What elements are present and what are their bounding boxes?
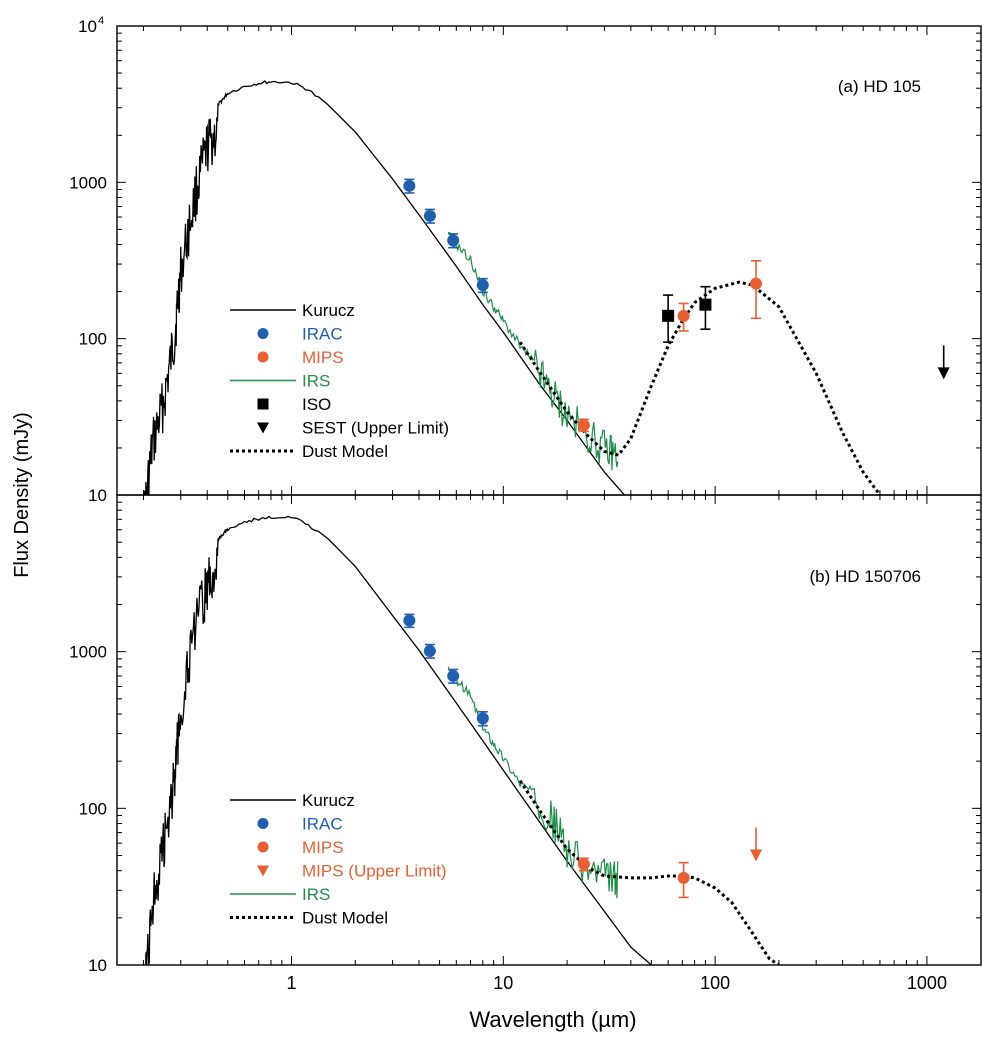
- legend-label: SEST (Upper Limit): [302, 419, 449, 438]
- y-tick-label: 100: [79, 330, 107, 349]
- legend-square-swatch: [257, 398, 269, 410]
- y-axis-label: Flux Density (mJy): [11, 412, 33, 578]
- irac-point: [476, 712, 489, 725]
- irac-point: [476, 279, 489, 292]
- iso-point: [699, 298, 712, 311]
- irac-point: [403, 179, 416, 192]
- panel-frame: [116, 25, 982, 496]
- legend-label: Dust Model: [302, 909, 388, 928]
- legend-item: IRS: [230, 885, 330, 904]
- legend-item: IRS: [230, 372, 330, 391]
- y-tick-label: 10: [88, 486, 107, 505]
- panel-b: 10 100 1000 1 10 100 1000 (b) HD 150706 Kurucz IR…: [69, 494, 982, 993]
- legend-item: Dust Model: [230, 442, 388, 461]
- y-tick-label: 1000: [69, 643, 107, 662]
- y-tick-label: 10: [78, 17, 97, 36]
- irs-spectrum: [447, 231, 619, 471]
- legend-item: MIPS: [257, 348, 344, 367]
- mips-point: [577, 419, 590, 432]
- upper-limit-arrow: [937, 367, 950, 380]
- plot-area: [142, 80, 950, 495]
- irac-point: [447, 669, 460, 682]
- panel-frame: [116, 494, 982, 966]
- legend-label: MIPS (Upper Limit): [302, 862, 447, 881]
- legend-item: IRAC: [257, 325, 343, 344]
- dust-model-line: [518, 779, 780, 965]
- y-tick-label: 1000: [69, 173, 107, 192]
- y-tick-label: 10: [88, 956, 107, 975]
- legend-item: Dust Model: [230, 909, 388, 928]
- legend-item: MIPS: [257, 838, 344, 857]
- irac-point: [423, 209, 436, 222]
- mips-point: [577, 858, 590, 871]
- legend-label: ISO: [302, 395, 331, 414]
- mips-point: [750, 277, 763, 290]
- legend-circle-swatch: [257, 841, 269, 853]
- legend-label: MIPS: [302, 838, 344, 857]
- legend-item: MIPS (Upper Limit): [257, 862, 447, 881]
- legend-label: IRAC: [302, 325, 343, 344]
- x-tick-label: 1000: [907, 973, 947, 993]
- legend-label: IRS: [302, 885, 330, 904]
- dust-model-line: [518, 280, 882, 495]
- legend-triangle-swatch: [257, 422, 269, 434]
- legend-item: SEST (Upper Limit): [257, 419, 449, 438]
- legend-triangle-swatch: [257, 865, 269, 877]
- plot-area: [142, 515, 780, 965]
- legend-label: Kurucz: [302, 791, 355, 810]
- legend-item: Kurucz: [230, 791, 355, 810]
- x-axis-label: Wavelength (µm): [469, 1007, 636, 1032]
- irac-point: [423, 644, 436, 657]
- legend-circle-swatch: [257, 818, 269, 829]
- legend-label: MIPS: [302, 348, 344, 367]
- irs-spectrum: [447, 666, 619, 899]
- y-tick-label: 100: [79, 799, 107, 818]
- kurucz-line: [142, 515, 652, 965]
- mips-point: [677, 871, 690, 884]
- x-tick-label: 10: [493, 973, 513, 993]
- panel-label: (b) HD 150706: [809, 567, 921, 586]
- irac-point: [447, 234, 460, 247]
- x-tick-label: 1: [287, 973, 297, 993]
- kurucz-line: [142, 80, 626, 495]
- iso-point: [662, 309, 675, 322]
- legend-item: ISO: [257, 395, 331, 414]
- legend-label: IRAC: [302, 815, 343, 834]
- x-tick-label: 100: [700, 973, 730, 993]
- legend-label: IRS: [302, 372, 330, 391]
- legend-item: Kurucz: [230, 301, 355, 320]
- panel-label: (a) HD 105: [838, 77, 921, 96]
- legend-circle-swatch: [257, 351, 269, 363]
- legend-label: Kurucz: [302, 301, 355, 320]
- irac-point: [403, 614, 416, 627]
- legend-item: IRAC: [257, 815, 343, 834]
- mips-point: [677, 309, 690, 322]
- y-tick-exponent: 4: [98, 15, 104, 27]
- legend-label: Dust Model: [302, 442, 388, 461]
- legend-circle-swatch: [257, 328, 269, 339]
- upper-limit-arrow: [750, 849, 763, 862]
